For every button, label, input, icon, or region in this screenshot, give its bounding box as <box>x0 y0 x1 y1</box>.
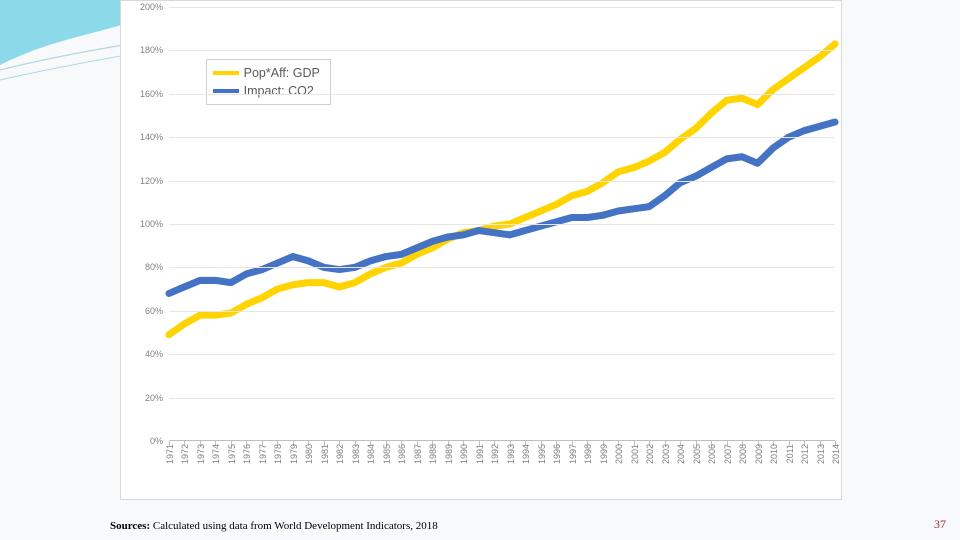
legend-swatch <box>213 89 239 93</box>
legend-item-co2: Impact: CO2 <box>213 82 320 100</box>
y-tick-label: 40% <box>145 349 163 359</box>
x-tick-label: 1990 <box>459 444 469 464</box>
x-tick-label: 1973 <box>196 444 206 464</box>
x-tick-label: 2013 <box>816 444 826 464</box>
x-tick-label: 1983 <box>351 444 361 464</box>
x-axis <box>169 440 835 441</box>
y-tick-label: 100% <box>140 219 163 229</box>
grid-line <box>169 50 835 51</box>
x-tick-label: 1982 <box>335 444 345 464</box>
x-tick-label: 1978 <box>273 444 283 464</box>
x-tick-label: 1976 <box>242 444 252 464</box>
x-tick-label: 1972 <box>180 444 190 464</box>
x-tick-label: 2000 <box>614 444 624 464</box>
x-tick-label: 2009 <box>754 444 764 464</box>
x-tick-label: 2014 <box>831 444 841 464</box>
x-tick-label: 1979 <box>289 444 299 464</box>
legend-label: Impact: CO2 <box>244 82 314 100</box>
y-tick-label: 180% <box>140 45 163 55</box>
x-tick-label: 1980 <box>304 444 314 464</box>
x-tick-label: 1995 <box>537 444 547 464</box>
source-text: Calculated using data from World Develop… <box>150 520 438 532</box>
y-tick-label: 60% <box>145 306 163 316</box>
grid-line <box>169 224 835 225</box>
source-citation: Sources: Calculated using data from Worl… <box>110 520 438 532</box>
y-tick-label: 80% <box>145 262 163 272</box>
x-tick-label: 2001 <box>630 444 640 464</box>
y-tick-label: 200% <box>140 2 163 12</box>
page-number: 37 <box>934 517 946 532</box>
x-tick-label: 1985 <box>382 444 392 464</box>
x-tick-label: 1998 <box>583 444 593 464</box>
grid-line <box>169 267 835 268</box>
x-tick-label: 1977 <box>258 444 268 464</box>
x-tick-label: 2011 <box>785 444 795 463</box>
x-tick-label: 1993 <box>506 444 516 464</box>
grid-line <box>169 7 835 8</box>
grid-line <box>169 94 835 95</box>
grid-line <box>169 137 835 138</box>
x-tick-label: 2012 <box>800 444 810 464</box>
x-tick-label: 1975 <box>227 444 237 464</box>
x-tick-label: 1992 <box>490 444 500 464</box>
y-tick-label: 20% <box>145 393 163 403</box>
plot-area: Pop*Aff: GDPImpact: CO2 0%20%40%60%80%10… <box>169 7 835 441</box>
y-tick-label: 140% <box>140 132 163 142</box>
grid-line <box>169 181 835 182</box>
legend-item-gdp: Pop*Aff: GDP <box>213 64 320 82</box>
x-tick-label: 1996 <box>552 444 562 464</box>
grid-line <box>169 398 835 399</box>
y-tick-label: 0% <box>150 436 163 446</box>
x-tick-label: 2007 <box>723 444 733 464</box>
x-tick-label: 1986 <box>397 444 407 464</box>
source-prefix: Sources: <box>110 520 150 532</box>
x-tick-label: 1981 <box>320 444 330 464</box>
legend-label: Pop*Aff: GDP <box>244 64 320 82</box>
y-tick-label: 120% <box>140 176 163 186</box>
x-tick-label: 1991 <box>475 444 485 464</box>
x-tick-label: 1994 <box>521 444 531 464</box>
x-tick-label: 2005 <box>692 444 702 464</box>
x-tick-label: 2003 <box>661 444 671 464</box>
x-tick-label: 1988 <box>428 444 438 464</box>
x-tick-label: 1974 <box>211 444 221 464</box>
x-tick-label: 2004 <box>676 444 686 464</box>
y-tick-label: 160% <box>140 89 163 99</box>
x-tick-label: 2006 <box>707 444 717 464</box>
x-tick-label: 1987 <box>413 444 423 464</box>
x-tick-label: 1989 <box>444 444 454 464</box>
x-tick-label: 1971 <box>165 444 175 464</box>
grid-line <box>169 354 835 355</box>
legend: Pop*Aff: GDPImpact: CO2 <box>206 59 331 105</box>
x-tick-label: 2008 <box>738 444 748 464</box>
x-tick-label: 1984 <box>366 444 376 464</box>
x-tick-label: 2002 <box>645 444 655 464</box>
x-tick-label: 1999 <box>599 444 609 464</box>
grid-line <box>169 311 835 312</box>
x-tick-label: 2010 <box>769 444 779 464</box>
legend-swatch <box>213 71 239 75</box>
chart-container: Pop*Aff: GDPImpact: CO2 0% 20% 40% 60% 80% 10… <box>120 0 842 500</box>
x-tick-label: 1997 <box>568 444 578 464</box>
